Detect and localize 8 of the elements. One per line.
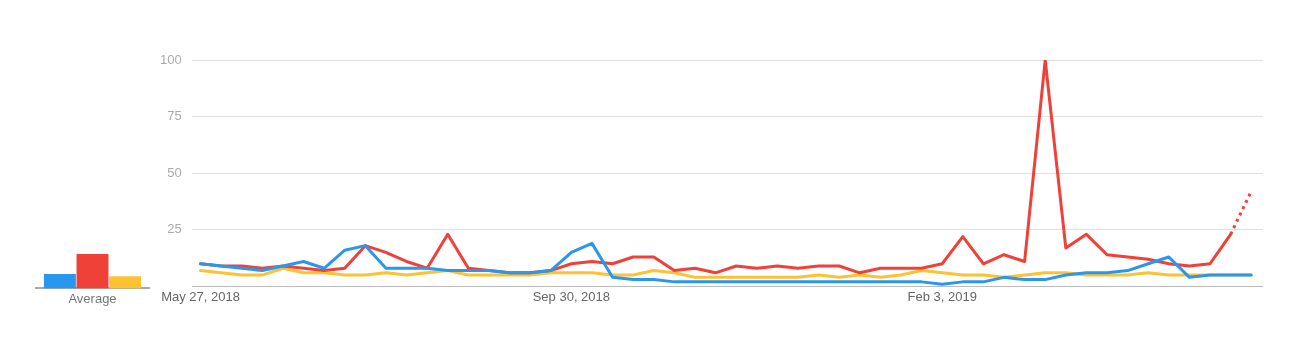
x-tick-label: Sep 30, 2018: [532, 288, 611, 304]
y-tick-label: 75: [167, 108, 182, 124]
y-tick-label: 25: [167, 221, 182, 237]
x-tick-label: May 27, 2018: [161, 288, 240, 304]
y-tick-label: 100: [159, 51, 182, 67]
y-tick-label: 50: [167, 164, 182, 180]
x-tick-label: Average: [68, 290, 117, 306]
x-tick-label: Feb 3, 2019: [907, 288, 977, 304]
